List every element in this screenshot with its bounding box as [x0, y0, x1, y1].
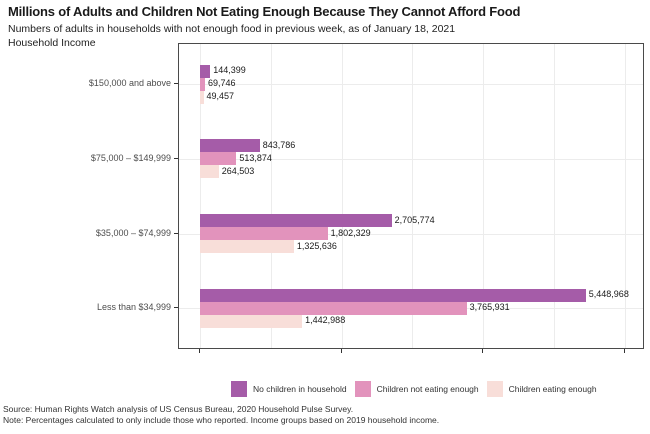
bar-value-label: 1,442,988	[305, 315, 346, 326]
bar-children-not-eating-enough	[200, 301, 467, 315]
gridline-vertical	[341, 44, 343, 348]
bar-value-label: 843,786	[262, 139, 296, 150]
plot-area	[178, 43, 644, 349]
bar-value-label: 5,448,968	[588, 289, 629, 300]
gridline-vertical	[412, 44, 414, 348]
bar-no-children-in-household	[200, 288, 586, 302]
chart-title: Millions of Adults and Children Not Eati…	[8, 4, 521, 19]
legend-item: Children eating enough	[486, 381, 597, 397]
bar-value-label: 2,705,774	[394, 214, 435, 225]
legend-swatch	[231, 381, 247, 397]
gridline-vertical	[624, 44, 626, 348]
bar-no-children-in-household	[200, 214, 392, 228]
gridline-vertical	[270, 44, 272, 348]
category-label: $150,000 and above	[88, 78, 171, 88]
gridline-vertical	[200, 44, 201, 348]
bar-children-eating-enough	[200, 240, 294, 254]
legend-item: Children not eating enough	[354, 381, 479, 397]
y-axis-tick	[174, 232, 178, 234]
x-axis-tick	[199, 349, 200, 353]
bar-no-children-in-household	[200, 64, 211, 78]
bar-children-eating-enough	[200, 314, 303, 328]
bar-children-eating-enough	[200, 165, 219, 179]
legend-item: No children in household	[231, 381, 347, 397]
bar-value-label: 513,874	[239, 152, 272, 163]
source-note: Source: Human Rights Watch analysis of U…	[3, 404, 354, 414]
chart-subtitle: Numbers of adults in households with not…	[8, 23, 456, 35]
y-axis-tick	[174, 157, 178, 159]
gridline-horizontal	[179, 84, 643, 85]
methodology-note: Note: Percentages calculated to only inc…	[3, 415, 440, 425]
y-axis-tick	[174, 83, 178, 84]
x-axis-tick	[623, 349, 625, 353]
bar-children-not-eating-enough	[200, 152, 237, 166]
gridline-horizontal	[179, 233, 643, 235]
x-axis-tick	[340, 349, 342, 353]
bar-value-label: 1,325,636	[296, 240, 337, 251]
bar-value-label: 69,746	[207, 78, 236, 88]
bar-value-label: 264,503	[221, 165, 255, 176]
x-axis-tick	[482, 349, 484, 353]
category-label: $75,000 – $149,999	[90, 152, 171, 163]
bar-children-not-eating-enough	[200, 227, 328, 241]
category-label: Less than $34,999	[96, 302, 171, 313]
legend-label: No children in household	[253, 384, 347, 394]
y-axis-title: Household Income	[8, 37, 96, 49]
legend-swatch	[354, 381, 371, 397]
bar-children-eating-enough	[200, 90, 204, 104]
bar-value-label: 144,399	[213, 65, 246, 75]
bar-value-label: 1,802,329	[330, 227, 371, 238]
bar-children-not-eating-enough	[200, 77, 205, 91]
legend-label: Children eating enough	[508, 384, 597, 394]
footer-notes: Source: Human Rights Watch analysis of U…	[3, 404, 643, 426]
y-axis-tick	[174, 307, 178, 309]
gridline-vertical	[554, 44, 555, 348]
legend-label: Children not eating enough	[376, 384, 479, 394]
legend: No children in household Children not eat…	[231, 381, 597, 397]
category-label: $35,000 – $74,999	[95, 227, 171, 238]
legend-swatch	[486, 381, 503, 397]
bar-no-children-in-household	[200, 139, 260, 153]
gridline-vertical	[483, 44, 485, 348]
gridline-horizontal	[179, 158, 643, 160]
bar-value-label: 3,765,931	[469, 302, 510, 313]
bar-value-label: 49,457	[206, 91, 235, 101]
